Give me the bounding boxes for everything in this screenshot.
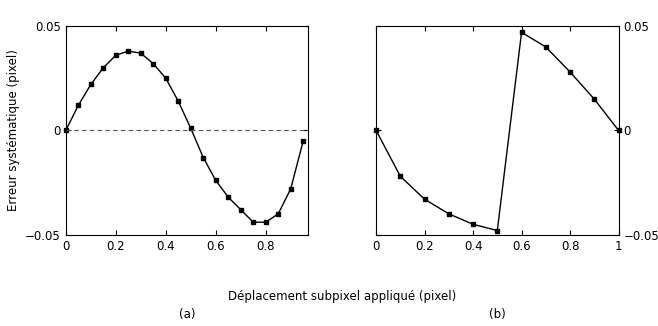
Text: Déplacement subpixel appliqué (pixel): Déplacement subpixel appliqué (pixel): [228, 290, 456, 303]
Text: (a): (a): [179, 307, 195, 320]
Text: (b): (b): [489, 307, 506, 320]
Y-axis label: Erreur systématique (pixel): Erreur systématique (pixel): [7, 50, 20, 211]
